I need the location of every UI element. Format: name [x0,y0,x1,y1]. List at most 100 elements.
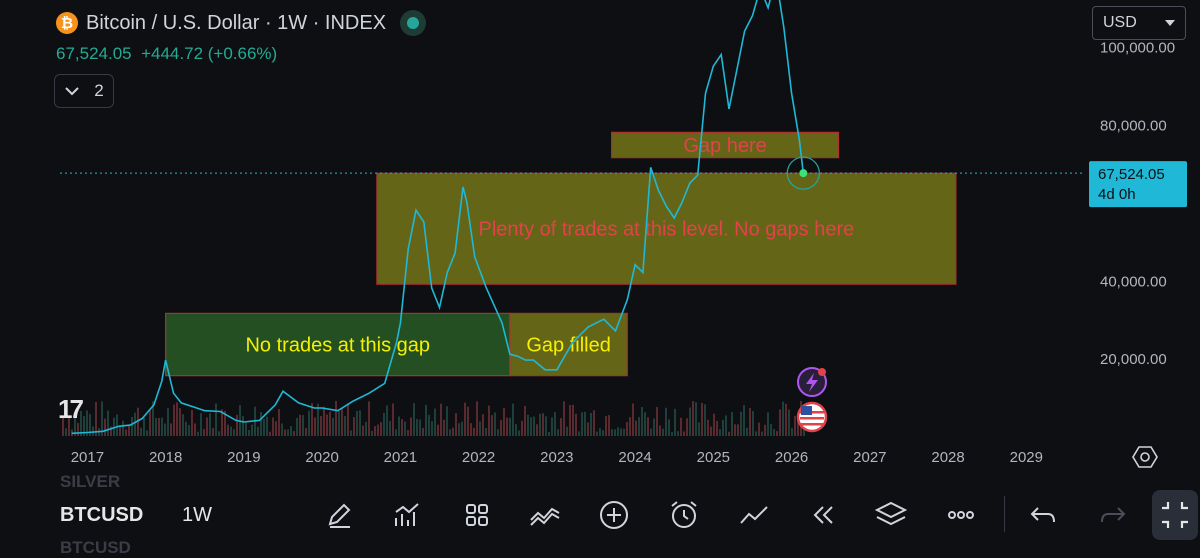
volume-bar [692,401,694,436]
x-tick-label: 2018 [149,449,182,466]
volume-bar [122,420,124,436]
volume-bar [287,429,289,436]
volume-bar [197,431,199,436]
volume-bar [689,407,691,436]
pencil-icon[interactable] [322,498,356,532]
grid-icon[interactable] [460,498,494,532]
volume-bar [410,417,412,436]
volume-bar [506,417,508,436]
us-flag-icon[interactable] [796,401,828,433]
bitcoin-icon: ₿ [56,12,78,34]
more-icon[interactable] [944,498,978,532]
currency-value: USD [1103,14,1137,31]
volume-bar [590,412,592,436]
volume-bar [695,402,697,436]
volume-bar [341,407,343,436]
volume-bar [431,420,433,436]
volume-bar [308,410,310,436]
volume-bar [137,407,139,436]
volume-bar [188,425,190,436]
volume-bar [536,424,538,436]
volume-bar [86,410,88,436]
replay-icon[interactable] [806,498,840,532]
symbol-button[interactable]: BTCUSD [60,504,144,526]
x-tick-label: 2024 [618,449,651,466]
chart-indicators-icon[interactable] [390,498,424,532]
chart-settings-icon[interactable] [1132,444,1158,470]
line-chart-icon[interactable] [737,498,771,532]
fullscreen-icon [1162,502,1188,528]
volume-bar [452,427,454,436]
volume-bar [722,419,724,436]
event-lightning-icon[interactable] [797,367,827,397]
volume-bar [461,421,463,436]
x-tick-label: 2028 [931,449,964,466]
indicators-toggle-button[interactable]: 2 [54,74,114,108]
volume-bar [302,415,304,436]
market-status-icon[interactable] [400,10,427,36]
layers-icon[interactable] [874,498,908,532]
volume-bar [725,415,727,436]
volume-bar [359,410,361,436]
redo-icon[interactable] [1096,498,1130,532]
interval-button[interactable]: 1W [182,504,212,526]
volume-bar [152,401,154,436]
undo-icon[interactable] [1026,498,1060,532]
volume-bars [62,400,805,436]
alarm-icon[interactable] [667,498,701,532]
volume-bar [704,404,706,436]
volume-bar [713,413,715,436]
add-icon[interactable] [597,498,631,532]
volume-bar [263,419,265,436]
volume-bar [617,427,619,436]
volume-bar [764,424,766,436]
fullscreen-button[interactable] [1152,490,1198,540]
compare-icon[interactable] [528,498,562,532]
volume-bar [629,417,631,436]
volume-bar [290,426,292,436]
plenty-trades-zone-label: Plenty of trades at this level. No gaps … [479,219,855,241]
x-tick-label: 2022 [462,449,495,466]
volume-bar [686,418,688,436]
x-tick-label: 2019 [227,449,260,466]
volume-bar [665,407,667,436]
volume-bar [416,419,418,436]
volume-bar [299,414,301,436]
volume-bar [389,420,391,436]
price-chart[interactable]: 100,000.00 80,000.00 40,000.00 20,000.00 20… [0,0,1200,484]
symbol-header[interactable]: ₿ Bitcoin / U.S. Dollar · 1W · INDEX [56,10,427,36]
volume-bar [659,425,661,436]
bar-countdown: 4d 0h [1098,186,1136,203]
volume-bar [581,412,583,436]
currency-select[interactable]: USD [1092,6,1186,40]
volume-bar [218,431,220,436]
volume-bar [503,407,505,436]
volume-bar [671,431,673,436]
volume-bar [677,431,679,436]
annotation-zones[interactable]: Gap here Plenty of trades at this level. … [165,131,957,377]
volume-bar [566,426,568,436]
volume-bar [626,422,628,436]
x-axis: 2017 2018 2019 2020 2021 2022 2023 2024 2025 2026… [71,449,1043,466]
x-tick-label: 2020 [305,449,338,466]
volume-bar [257,426,259,436]
volume-bar [593,410,595,436]
volume-bar [455,413,457,436]
volume-bar [419,419,421,436]
volume-bar [641,406,643,436]
volume-bar [743,405,745,436]
last-price-dot [799,169,808,178]
x-tick-label: 2027 [853,449,886,466]
toolbar-separator [1004,496,1005,532]
volume-bar [638,417,640,436]
volume-bar [83,416,85,436]
volume-bar [395,429,397,436]
volume-bar [716,420,718,436]
volume-bar [707,419,709,436]
volume-bar [761,431,763,436]
volume-bar [407,430,409,436]
volume-bar [653,418,655,436]
volume-bar [167,408,169,436]
volume-bar [449,429,451,436]
volume-bar [467,406,469,436]
